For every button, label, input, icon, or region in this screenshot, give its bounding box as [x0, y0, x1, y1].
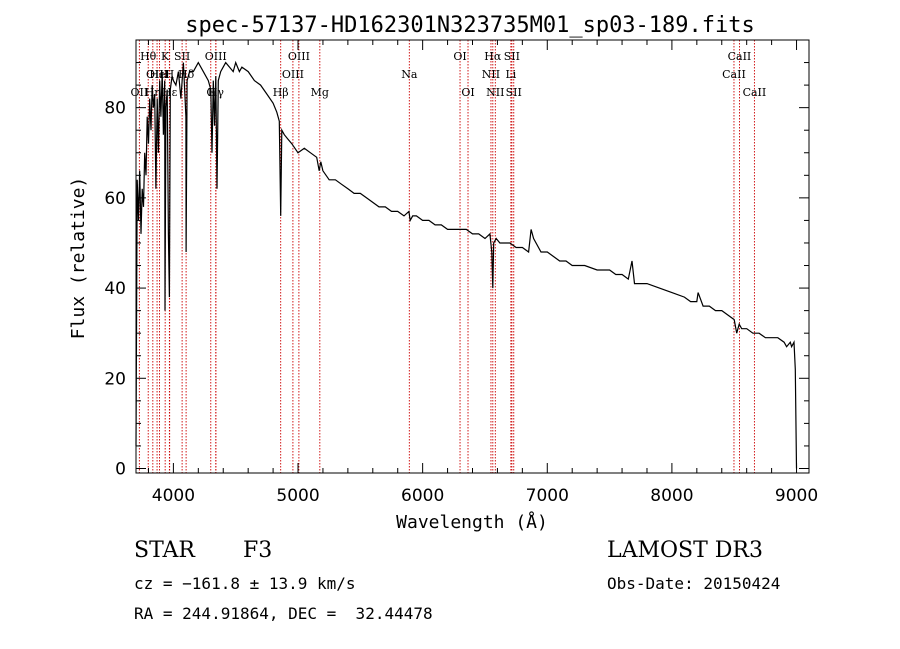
- spectral-line-label: OI: [453, 50, 466, 63]
- spectral-line-label: OIII: [205, 50, 227, 63]
- coordinates: RA = 244.91864, DEC = 32.44478: [134, 604, 433, 623]
- survey-name: LAMOST DR3: [607, 538, 763, 563]
- spectral-line-label: CaII: [728, 50, 752, 63]
- chart-title: spec-57137-HD162301N323735M01_sp03-189.f…: [185, 13, 755, 38]
- object-class: STAR: [134, 538, 195, 563]
- y-tick-label: 40: [104, 279, 126, 299]
- spectral-line-label: Hβ: [273, 86, 289, 99]
- spectral-line-label: K: [161, 50, 170, 63]
- axis-ticks-layer: 4000 5000 6000 7000 8000 9000 0 20 40 60 80: [104, 40, 818, 506]
- spectral-line-label: Hδ: [178, 68, 195, 81]
- redshift-velocity: cz = −161.8 ± 13.9 km/s: [134, 574, 356, 593]
- x-axis-label: Wavelength (Å): [396, 511, 548, 533]
- spectrum-chart: spec-57137-HD162301N323735M01_sp03-189.f…: [68, 13, 818, 533]
- spectral-line-label: H: [165, 68, 175, 81]
- x-tick-label: 7000: [526, 486, 569, 506]
- spectral-line-label: NII: [482, 68, 500, 81]
- spectral-line-label: Mg: [311, 86, 329, 99]
- spectral-line-label: SII: [506, 86, 522, 99]
- spectral-line-label: Li: [505, 68, 516, 81]
- spectral-line-label: SII: [174, 50, 190, 63]
- spectral-line-label: Hα: [484, 50, 502, 63]
- x-tick-label: 4000: [152, 486, 195, 506]
- spectral-line-label: CaII: [743, 86, 767, 99]
- x-tick-label: 5000: [276, 486, 319, 506]
- spectral-lines-layer: [138, 40, 755, 473]
- spectral-line-label: Hθ: [140, 50, 157, 63]
- y-tick-label: 20: [104, 369, 126, 389]
- spectrum-line: [135, 60, 798, 469]
- spectral-line-label: OI: [461, 86, 474, 99]
- observation-date: Obs-Date: 20150424: [607, 574, 781, 593]
- x-tick-label: 8000: [650, 486, 693, 506]
- y-tick-label: 80: [104, 99, 126, 119]
- spectral-line-label: OII: [131, 86, 149, 99]
- spectral-line-label: OIII: [288, 50, 310, 63]
- y-tick-label: 60: [104, 189, 126, 209]
- spectral-line-label: SII: [504, 50, 520, 63]
- object-subclass: F3: [243, 538, 273, 563]
- spectral-line-label: NII: [486, 86, 504, 99]
- y-axis-label: Flux (relative): [68, 177, 89, 340]
- plot-frame: [135, 39, 810, 474]
- y-tick-label: 0: [115, 459, 126, 479]
- x-tick-label: 9000: [775, 486, 818, 506]
- spectral-line-label: CaII: [722, 68, 746, 81]
- spectral-line-label: HeI: [149, 68, 169, 81]
- x-tick-label: 6000: [401, 486, 444, 506]
- spectral-line-label: Na: [401, 68, 418, 81]
- spectral-line-label: OIII: [282, 68, 304, 81]
